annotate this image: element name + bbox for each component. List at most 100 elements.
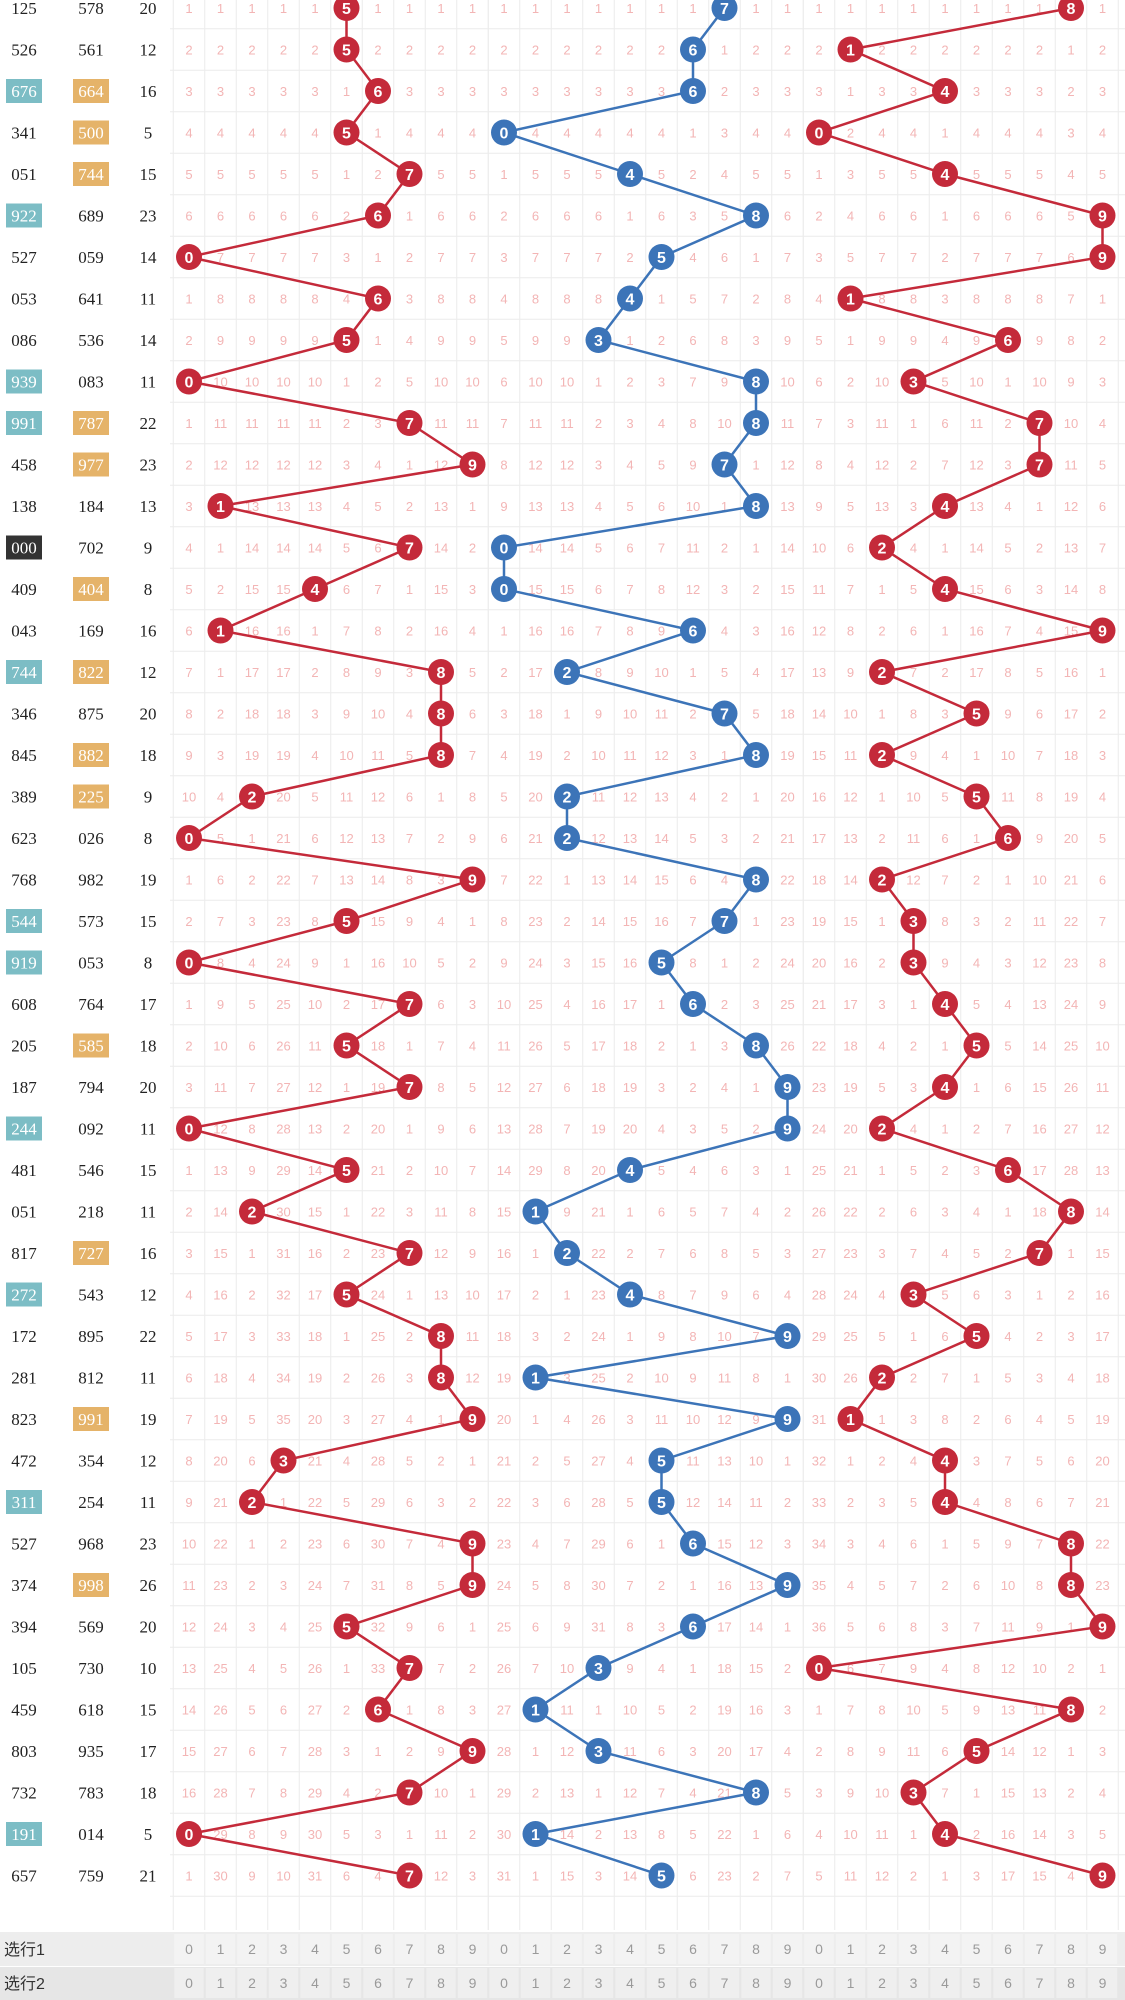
footer-digit-cell[interactable]: [615, 1934, 645, 1964]
footer-row-1-label[interactable]: 选行1: [4, 1941, 45, 1959]
footer-digit-cell[interactable]: [520, 1934, 551, 1964]
footer-digit-cell[interactable]: [426, 1968, 456, 1998]
footer-digit[interactable]: 3: [910, 1975, 918, 1991]
footer-digit[interactable]: 9: [784, 1975, 792, 1991]
footer-digit[interactable]: 2: [878, 1975, 886, 1991]
footer-digit-cell[interactable]: [268, 1968, 299, 1998]
footer-digit[interactable]: 1: [532, 1941, 540, 1957]
footer-digit[interactable]: 7: [1036, 1975, 1044, 1991]
footer-digit[interactable]: 9: [1099, 1975, 1107, 1991]
footer-digit[interactable]: 6: [1004, 1975, 1012, 1991]
footer-digit[interactable]: 9: [469, 1941, 477, 1957]
footer-digit[interactable]: 9: [784, 1941, 792, 1957]
footer-digit-cell[interactable]: [1087, 1934, 1118, 1964]
footer-digit-cell[interactable]: [426, 1934, 456, 1964]
footer-digit-cell[interactable]: [552, 1934, 582, 1964]
footer-digit-cell[interactable]: [489, 1934, 519, 1964]
footer-digit-cell[interactable]: [1056, 1934, 1086, 1964]
footer-digit[interactable]: 0: [815, 1975, 823, 1991]
footer-digit[interactable]: 8: [752, 1975, 760, 1991]
footer-digit[interactable]: 8: [437, 1941, 445, 1957]
footer-digit-cell[interactable]: [867, 1934, 897, 1964]
footer-digit-cell[interactable]: [835, 1968, 866, 1998]
footer-digit-cell[interactable]: [615, 1968, 645, 1998]
footer-digit[interactable]: 5: [658, 1941, 666, 1957]
footer-digit[interactable]: 9: [1099, 1941, 1107, 1957]
footer-digit[interactable]: 7: [1036, 1941, 1044, 1957]
footer-digit-cell[interactable]: [205, 1968, 236, 1998]
footer-digit[interactable]: 5: [973, 1941, 981, 1957]
footer-digit-cell[interactable]: [961, 1968, 992, 1998]
footer-digit[interactable]: 1: [847, 1975, 855, 1991]
footer-digit-cell[interactable]: [394, 1968, 425, 1998]
footer-digit[interactable]: 5: [973, 1975, 981, 1991]
footer-digit[interactable]: 1: [217, 1941, 225, 1957]
footer-digit[interactable]: 0: [500, 1975, 508, 1991]
footer-digit[interactable]: 5: [343, 1941, 351, 1957]
footer-digit-cell[interactable]: [898, 1934, 929, 1964]
footer-digit-cell[interactable]: [1056, 1968, 1086, 1998]
footer-digit[interactable]: 4: [941, 1941, 949, 1957]
footer-digit[interactable]: 7: [406, 1975, 414, 1991]
footer-digit-cell[interactable]: [457, 1968, 488, 1998]
footer-digit[interactable]: 1: [217, 1975, 225, 1991]
footer-digit-cell[interactable]: [835, 1934, 866, 1964]
footer-digit[interactable]: 7: [721, 1941, 729, 1957]
footer-digit-cell[interactable]: [363, 1968, 393, 1998]
footer-digit[interactable]: 1: [532, 1975, 540, 1991]
footer-digit-cell[interactable]: [268, 1934, 299, 1964]
footer-digit[interactable]: 3: [280, 1941, 288, 1957]
footer-digit-cell[interactable]: [300, 1934, 330, 1964]
footer-digit-cell[interactable]: [804, 1934, 834, 1964]
footer-digit[interactable]: 7: [721, 1975, 729, 1991]
footer-digit-cell[interactable]: [394, 1934, 425, 1964]
footer-digit-cell[interactable]: [300, 1968, 330, 1998]
footer-digit-cell[interactable]: [520, 1968, 551, 1998]
footer-digit-cell[interactable]: [961, 1934, 992, 1964]
footer-digit-cell[interactable]: [1087, 1968, 1118, 1998]
footer-digit-cell[interactable]: [772, 1934, 803, 1964]
footer-digit[interactable]: 8: [1067, 1975, 1075, 1991]
footer-digit-cell[interactable]: [331, 1934, 362, 1964]
footer-digit-cell[interactable]: [930, 1934, 960, 1964]
footer-digit-cell[interactable]: [174, 1934, 204, 1964]
footer-digit[interactable]: 4: [311, 1975, 319, 1991]
footer-digit[interactable]: 1: [847, 1941, 855, 1957]
footer-digit[interactable]: 6: [374, 1941, 382, 1957]
footer-digit[interactable]: 3: [910, 1941, 918, 1957]
footer-digit[interactable]: 0: [185, 1975, 193, 1991]
footer-digit[interactable]: 6: [374, 1975, 382, 1991]
footer-digit-cell[interactable]: [898, 1968, 929, 1998]
footer-digit-cell[interactable]: [1024, 1968, 1055, 1998]
footer-digit[interactable]: 2: [248, 1941, 256, 1957]
footer-digit[interactable]: 4: [941, 1975, 949, 1991]
footer-digit[interactable]: 0: [500, 1941, 508, 1957]
footer-digit[interactable]: 6: [1004, 1941, 1012, 1957]
footer-digit-cell[interactable]: [363, 1934, 393, 1964]
footer-digit[interactable]: 2: [248, 1975, 256, 1991]
footer-digit-cell[interactable]: [741, 1968, 771, 1998]
footer-digit-cell[interactable]: [237, 1934, 267, 1964]
footer-digit-cell[interactable]: [993, 1968, 1023, 1998]
footer-digit[interactable]: 6: [689, 1975, 697, 1991]
footer-digit[interactable]: 4: [626, 1975, 634, 1991]
footer-digit-cell[interactable]: [709, 1934, 740, 1964]
footer-digit[interactable]: 0: [815, 1941, 823, 1957]
footer-digit[interactable]: 8: [437, 1975, 445, 1991]
footer-digit[interactable]: 8: [1067, 1941, 1075, 1957]
footer-digit-cell[interactable]: [205, 1934, 236, 1964]
footer-digit[interactable]: 5: [658, 1975, 666, 1991]
footer-digit-cell[interactable]: [930, 1968, 960, 1998]
footer-digit-cell[interactable]: [552, 1968, 582, 1998]
footer-digit[interactable]: 0: [185, 1941, 193, 1957]
footer-digit-cell[interactable]: [583, 1934, 614, 1964]
footer-digit[interactable]: 2: [563, 1941, 571, 1957]
footer-digit-cell[interactable]: [867, 1968, 897, 1998]
footer-digit-cell[interactable]: [741, 1934, 771, 1964]
footer-digit-cell[interactable]: [457, 1934, 488, 1964]
footer-digit-cell[interactable]: [646, 1934, 677, 1964]
footer-digit-cell[interactable]: [772, 1968, 803, 1998]
footer-digit-cell[interactable]: [646, 1968, 677, 1998]
footer-digit-cell[interactable]: [489, 1968, 519, 1998]
footer-digit[interactable]: 3: [595, 1975, 603, 1991]
